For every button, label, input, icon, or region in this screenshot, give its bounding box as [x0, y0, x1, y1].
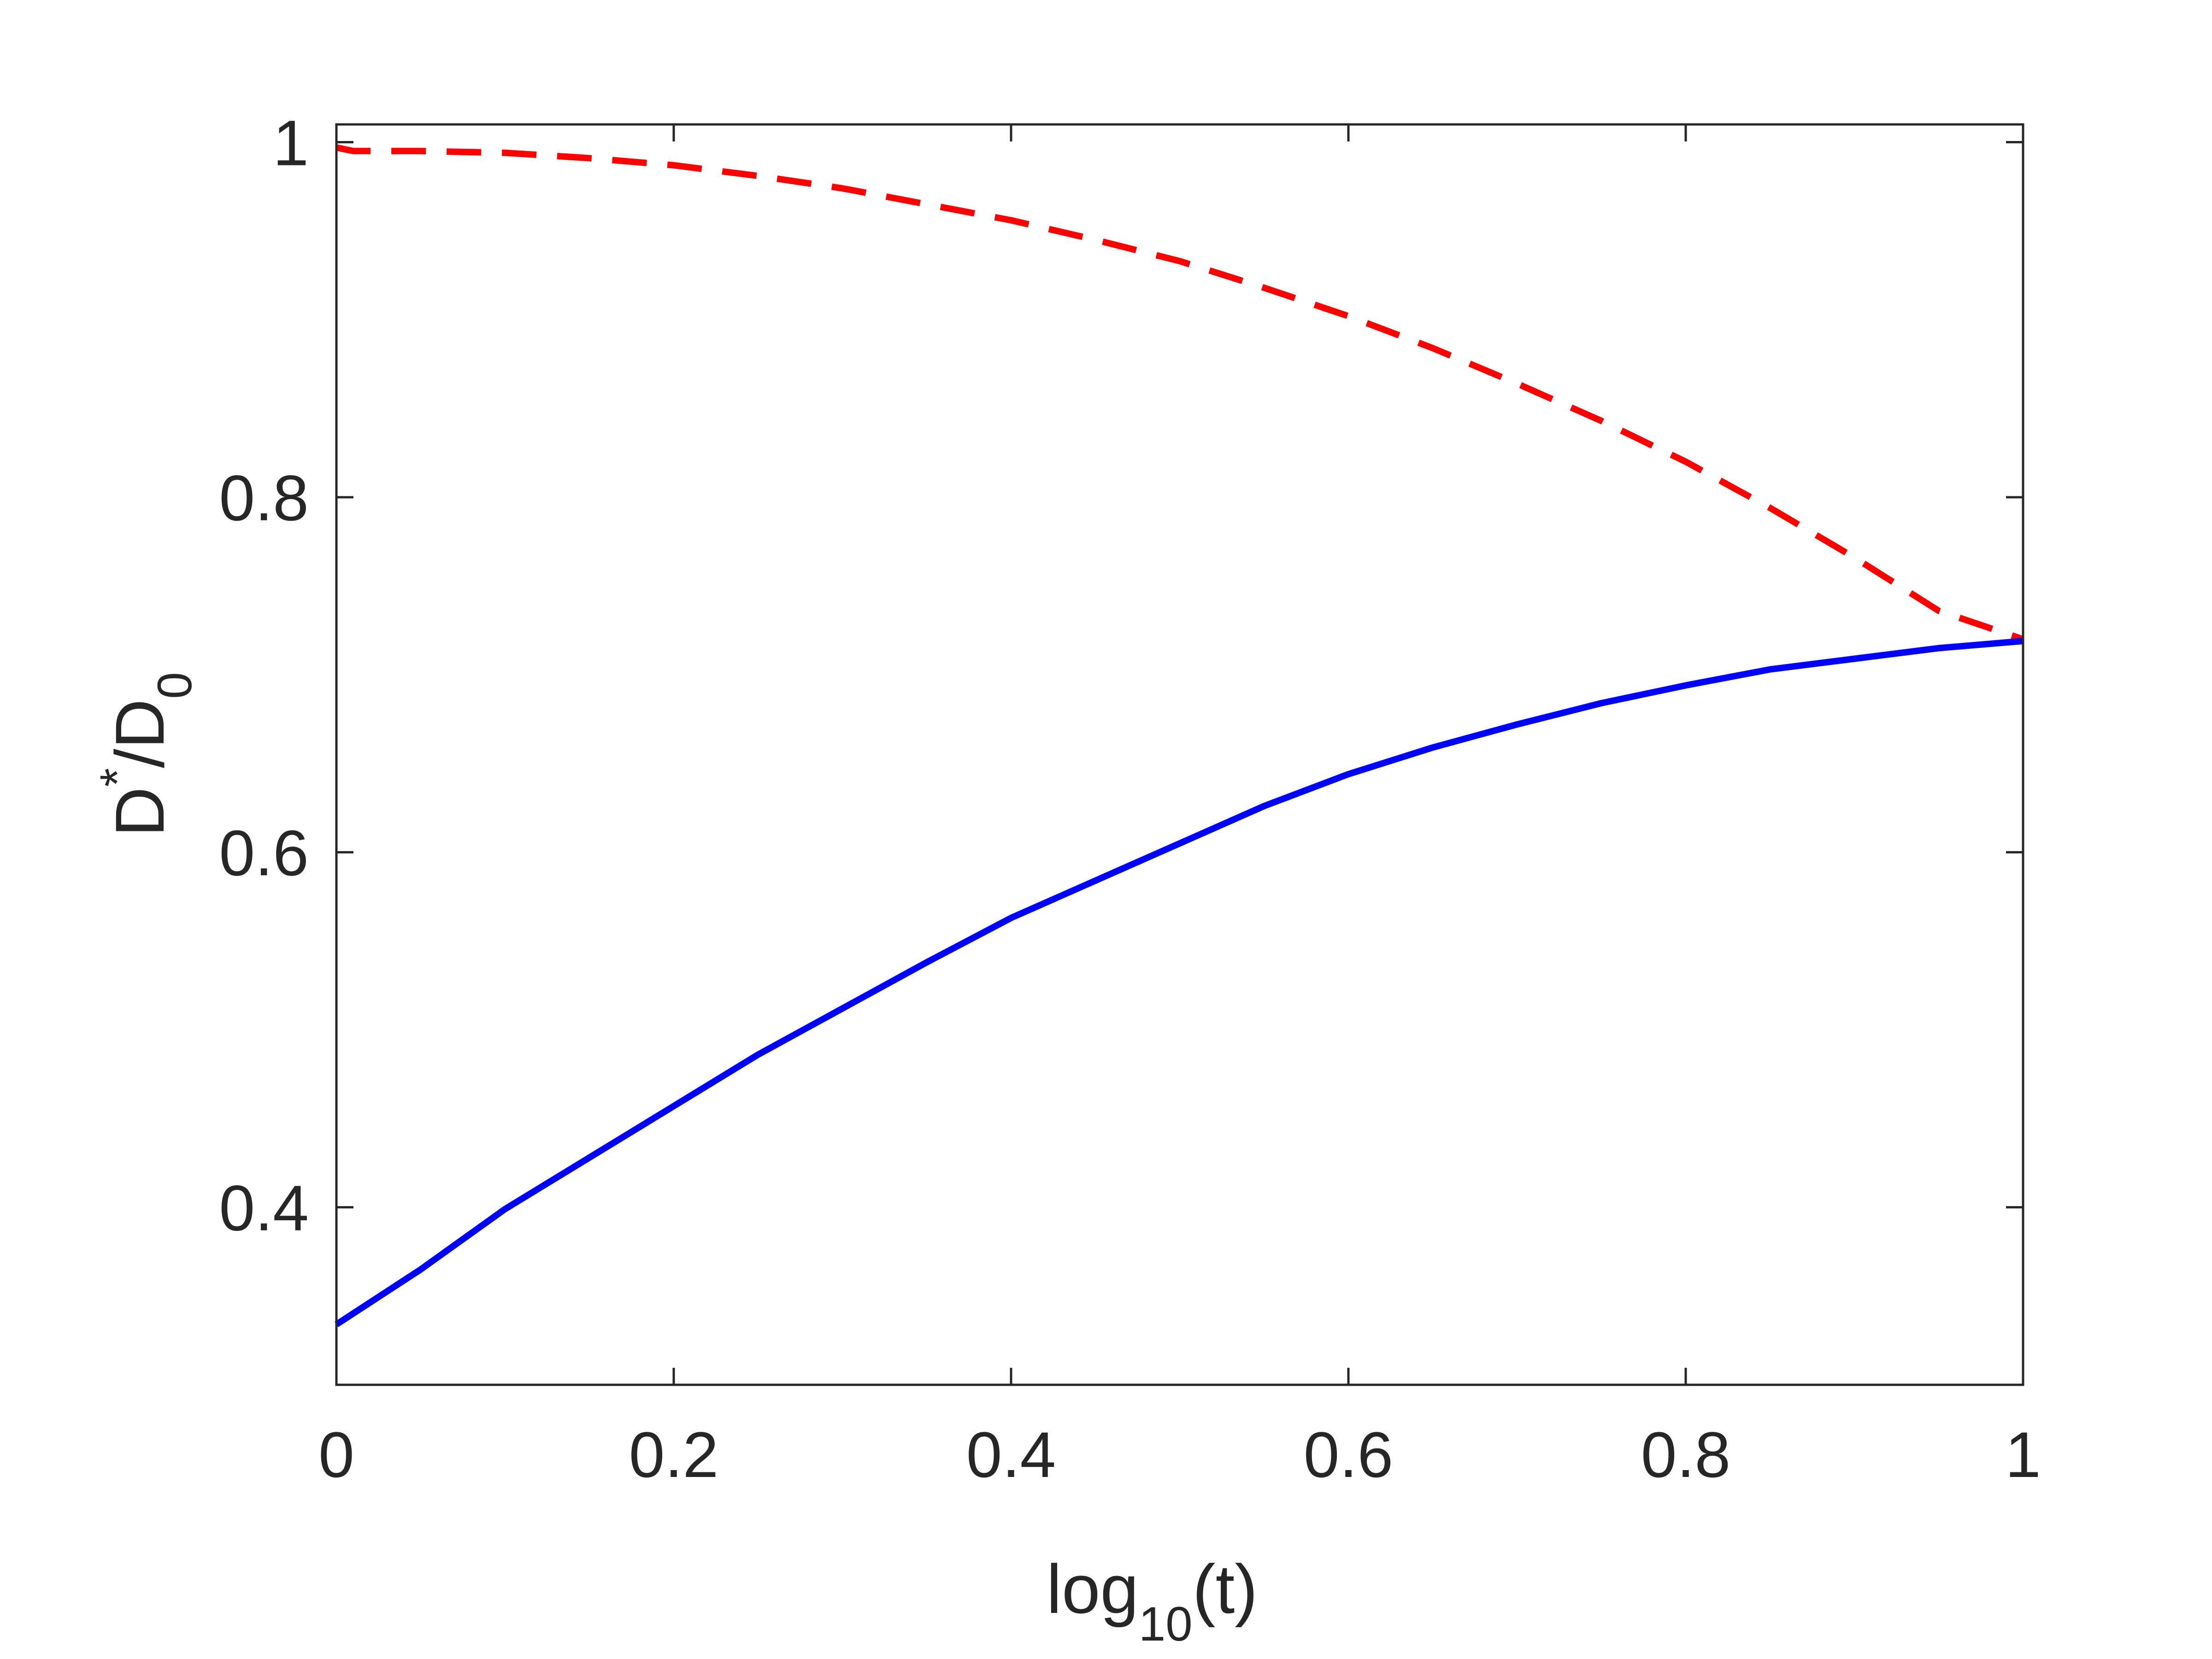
series-layer: [335, 144, 2024, 1327]
x-axis-title-main: log: [1047, 1550, 1139, 1628]
x-axis-title-subscript: 10: [1139, 1597, 1193, 1651]
x-tick-label: 0.4: [966, 1418, 1056, 1491]
x-tick-label: 0: [318, 1418, 354, 1491]
y-tick-label: 1: [273, 107, 309, 179]
x-tick-label: 1: [2005, 1418, 2041, 1491]
plot-background: [336, 124, 2023, 1385]
y-axis-title-mid: /D: [101, 699, 178, 768]
y-tick-label: 0.8: [219, 462, 309, 534]
series-line-2: [335, 638, 2024, 1327]
plot-frame: [335, 123, 2024, 1386]
y-tick-label: 0.4: [219, 1172, 309, 1244]
x-tick-label: 0.6: [1304, 1418, 1394, 1491]
tick-layer: 0 0.2 0.4 0.6 0.8 1 0.4 0.6 0.8 1: [219, 107, 2041, 1491]
y-tick-label: 0.6: [219, 817, 309, 889]
x-axis-title: log10(t): [1047, 1550, 1258, 1651]
y-axis-title-superscript: *: [90, 768, 144, 787]
x-axis-title-tail: (t): [1193, 1550, 1258, 1628]
series-line-1: [335, 144, 2024, 642]
x-tick-label: 0.2: [629, 1418, 719, 1491]
y-axis-title: D*/D0: [90, 672, 202, 837]
y-axis-title-subscript: 0: [148, 672, 202, 699]
x-tick-label: 0.8: [1641, 1418, 1731, 1491]
y-axis-title-main: D: [101, 787, 178, 836]
